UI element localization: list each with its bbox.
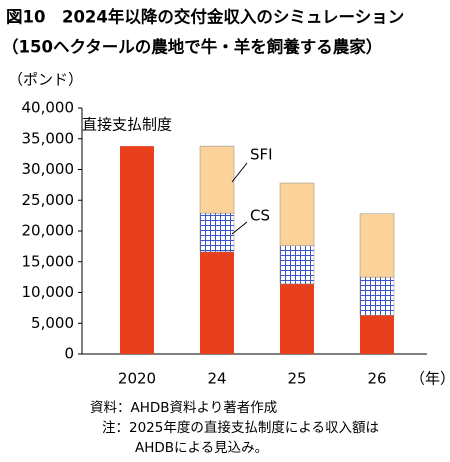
chart-subtitle: （150ヘクタールの農地で牛・羊を飼養する農家）: [2, 37, 382, 57]
y-tick-label: 0: [64, 345, 74, 363]
series-label: 直接支払制度: [82, 116, 172, 134]
y-tick-label: 15,000: [22, 252, 75, 270]
y-axis-label: （ポンド）: [8, 71, 83, 89]
x-axis-label: （年）: [410, 370, 450, 388]
series-label: CS: [250, 207, 270, 225]
y-tick-label: 5,000: [31, 314, 74, 332]
bar-segment: [360, 315, 394, 354]
bar-segment: [359, 276, 395, 316]
note: AHDBによる見込み。: [135, 440, 268, 456]
leader-line: [231, 221, 248, 235]
bar-segment: [279, 245, 315, 285]
chart-title: 図10 2024年以降の交付金収入のシミュレーション: [6, 7, 404, 27]
x-tick-label: 24: [207, 370, 226, 388]
y-tick-label: 30,000: [22, 160, 75, 178]
x-tick-label: 2020: [118, 370, 156, 388]
bar-segment: [199, 145, 235, 214]
note: 資料：AHDB資料より著者作成: [90, 400, 277, 416]
bar-segment: [280, 283, 314, 354]
note: 注：2025年度の直接支払制度による収入額は: [102, 419, 379, 436]
bar-segment: [199, 212, 235, 253]
bar-segment: [279, 182, 315, 247]
bar-segment: [120, 146, 154, 354]
y-tick-label: 10,000: [22, 283, 75, 301]
y-tick-label: 35,000: [22, 129, 75, 147]
leader-line: [231, 162, 248, 183]
bar-segment: [200, 251, 234, 354]
y-tick-label: 40,000: [22, 99, 75, 117]
series-label: SFI: [250, 146, 273, 164]
x-tick-label: 25: [287, 370, 306, 388]
x-tick-label: 26: [367, 370, 386, 388]
bar-segment: [359, 213, 395, 278]
y-tick-label: 20,000: [22, 222, 75, 240]
y-tick-label: 25,000: [22, 191, 75, 209]
